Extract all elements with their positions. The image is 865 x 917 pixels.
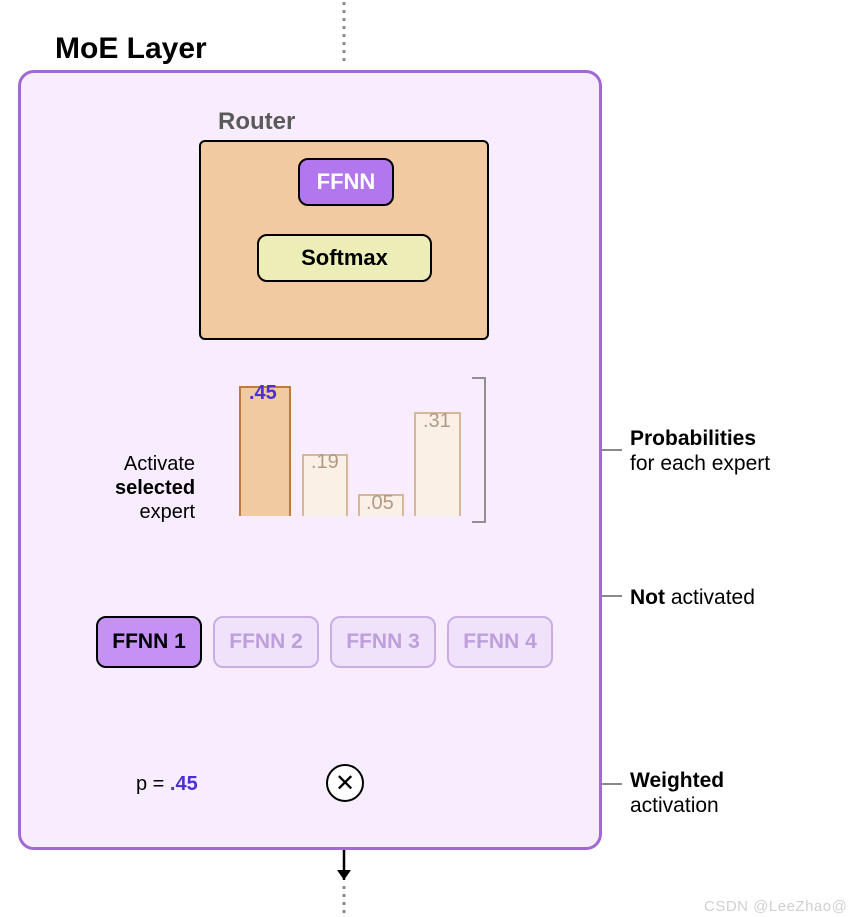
expert-block-2: FFNN 2 [213, 616, 319, 668]
expert-block-3: FFNN 3 [330, 616, 436, 668]
not-activated-rest: activated [665, 586, 755, 609]
not-activated-bold: Not [630, 586, 665, 609]
expert-block-1: FFNN 1 [96, 616, 202, 668]
p-prefix: p = [136, 773, 170, 795]
p-value: .45 [170, 773, 198, 795]
probability-bar-label-2: .19 [311, 451, 339, 474]
router-softmax-label: Softmax [301, 245, 388, 271]
probabilities-label: Probabilities for each expert [630, 426, 770, 476]
probability-bar-label-4: .31 [423, 410, 451, 433]
multiply-glyph: ✕ [335, 769, 355, 798]
weighted-label: Weighted activation [630, 768, 724, 818]
weighted-bold: Weighted [630, 769, 724, 792]
probability-bar-1 [239, 386, 291, 516]
router-ffnn-label: FFNN [317, 169, 376, 195]
probability-bar-label-1: .45 [249, 382, 277, 405]
router-softmax-block: Softmax [257, 234, 432, 282]
moe-layer-title: MoE Layer [55, 32, 207, 66]
router-ffnn-block: FFNN [298, 158, 394, 206]
activate-line3: expert [139, 501, 195, 523]
diagram-canvas: MoE Layer Router FFNN Softmax .45 .19 .05.… [0, 0, 865, 917]
expert-block-4: FFNN 4 [447, 616, 553, 668]
router-title: Router [218, 108, 295, 136]
activate-label: Activate selected expert [115, 452, 195, 524]
p-equals-label: p = .45 [136, 773, 198, 796]
multiply-node: ✕ [326, 764, 364, 802]
activate-line1: Activate [124, 453, 195, 475]
activate-line2: selected [115, 477, 195, 499]
watermark-text: CSDN @LeeZhao@ [704, 898, 847, 915]
not-activated-label: Not activated [630, 585, 755, 610]
bracket-icon [472, 377, 486, 523]
probabilities-label-rest: for each expert [630, 452, 770, 475]
probability-bar-label-3: .05 [366, 492, 394, 515]
probabilities-label-bold: Probabilities [630, 427, 756, 450]
weighted-rest: activation [630, 794, 719, 817]
